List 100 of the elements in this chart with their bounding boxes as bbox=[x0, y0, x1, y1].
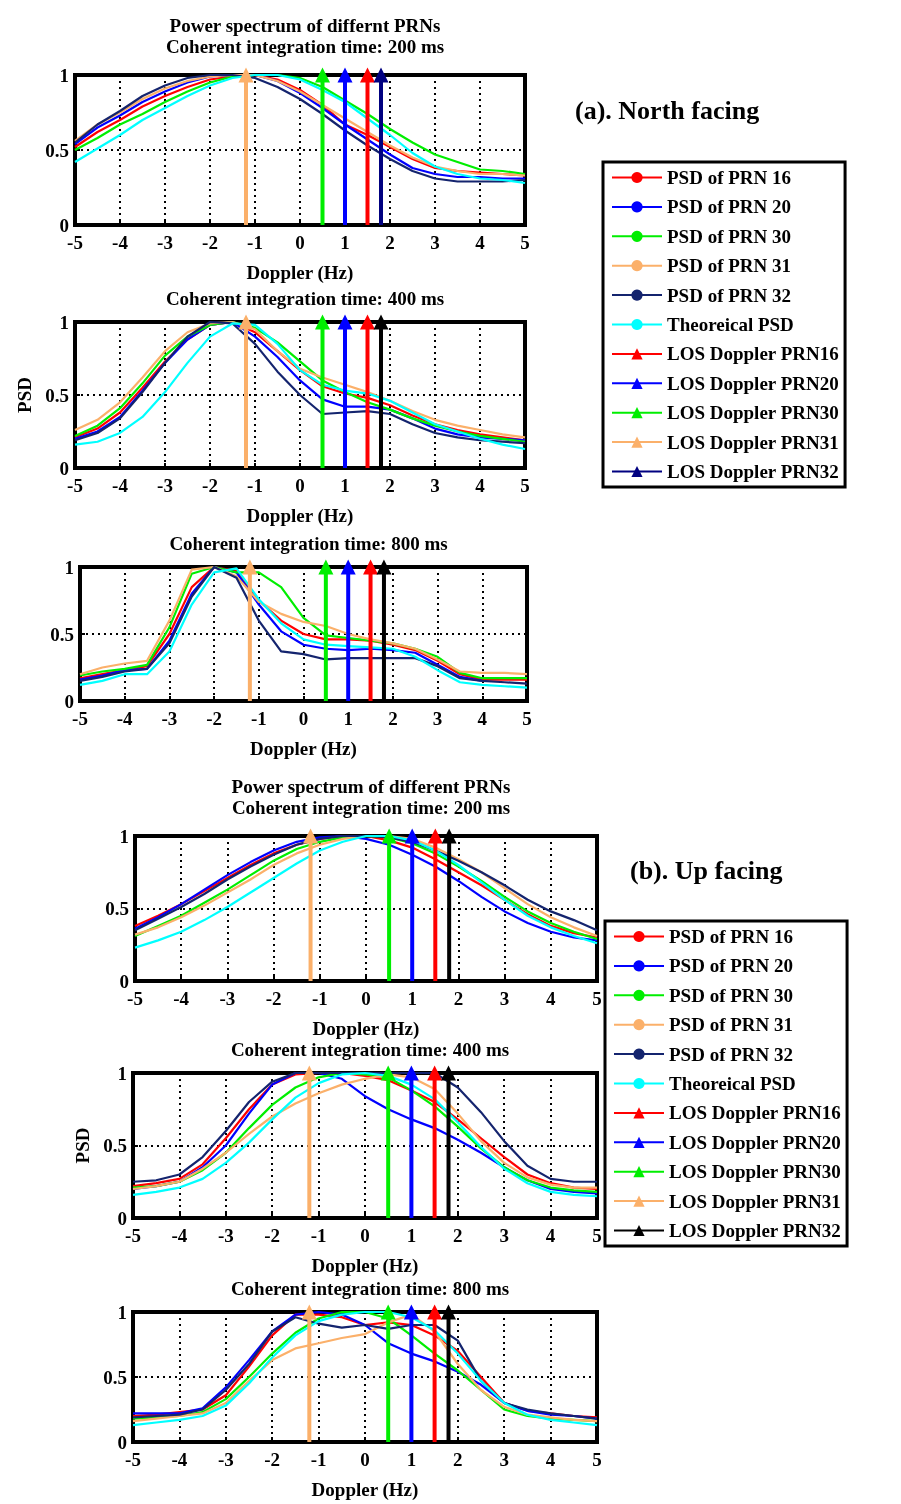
x-tick-label: -2 bbox=[264, 1449, 281, 1470]
chart-subtitle: Coherent integration time: 200 ms bbox=[231, 797, 511, 818]
y-tick-label: 1 bbox=[119, 825, 129, 847]
y-tick-label: 0.5 bbox=[103, 1366, 127, 1388]
y-tick-label: 1 bbox=[64, 556, 74, 578]
legend-label: LOS Doppler PRN16 bbox=[669, 1102, 841, 1124]
x-axis-title: Doppler (Hz) bbox=[312, 1018, 420, 1040]
legend-label: PSD of PRN 20 bbox=[669, 955, 794, 977]
legend-label: LOS Doppler PRN31 bbox=[667, 431, 839, 453]
x-tick-label: 4 bbox=[475, 232, 486, 253]
x-tick-label: -1 bbox=[310, 1449, 327, 1470]
x-tick-label: 3 bbox=[432, 708, 443, 729]
x-tick-label: 4 bbox=[545, 1225, 556, 1246]
x-tick-label: -1 bbox=[247, 232, 263, 253]
y-tick-label: 0.5 bbox=[105, 898, 129, 919]
legend-label: PSD of PRN 31 bbox=[669, 1014, 794, 1036]
chart-title: Power spectrum of differnt PRNs bbox=[169, 15, 441, 36]
legend-label: Theoreical PSD bbox=[667, 314, 794, 335]
x-tick-label: 5 bbox=[592, 988, 602, 1009]
x-axis-title: Doppler (Hz) bbox=[246, 262, 354, 284]
x-tick-label: -2 bbox=[264, 1225, 281, 1246]
x-tick-label: 1 bbox=[407, 988, 417, 1009]
x-tick-label: 0 bbox=[360, 1225, 370, 1246]
chart-subtitle: Coherent integration time: 200 ms bbox=[165, 36, 445, 57]
x-tick-label: 2 bbox=[385, 232, 395, 253]
x-tick-label: 4 bbox=[475, 475, 486, 496]
y-tick-label: 1 bbox=[59, 64, 69, 86]
x-tick-label: 5 bbox=[520, 232, 530, 253]
x-tick-label: 0 bbox=[361, 988, 371, 1009]
legend-label: LOS Doppler PRN31 bbox=[669, 1190, 841, 1212]
x-tick-label: 1 bbox=[406, 1449, 417, 1470]
x-tick-label: -4 bbox=[171, 1225, 188, 1246]
legend-label: LOS Doppler PRN16 bbox=[667, 343, 839, 365]
legend-label: PSD of PRN 31 bbox=[667, 255, 792, 277]
x-tick-label: -1 bbox=[250, 708, 267, 729]
x-tick-label: -4 bbox=[171, 1449, 188, 1470]
legend-label: LOS Doppler PRN32 bbox=[667, 461, 839, 482]
x-tick-label: 1 bbox=[340, 232, 350, 253]
x-tick-label: -4 bbox=[112, 232, 129, 253]
text: (b). Up facing bbox=[630, 855, 783, 885]
x-tick-label: -5 bbox=[72, 708, 88, 729]
legend-label: LOS Doppler PRN20 bbox=[667, 372, 839, 394]
x-tick-label: 0 bbox=[298, 708, 309, 729]
x-tick-label: -3 bbox=[217, 1449, 234, 1470]
y-tick-label: 0.5 bbox=[103, 1135, 127, 1156]
legend-label: PSD of PRN 32 bbox=[667, 284, 792, 306]
x-tick-label: 1 bbox=[343, 708, 353, 729]
x-tick-label: -5 bbox=[67, 475, 83, 496]
x-tick-label: 3 bbox=[499, 1225, 509, 1246]
legend-label: PSD of PRN 30 bbox=[669, 984, 794, 1006]
x-tick-label: -2 bbox=[202, 475, 218, 496]
x-tick-label: 2 bbox=[388, 708, 398, 729]
y-tick-label: 0 bbox=[117, 1431, 127, 1453]
y-tick-label: 0 bbox=[117, 1207, 127, 1229]
x-tick-label: 0 bbox=[295, 232, 305, 253]
x-tick-label: 1 bbox=[340, 475, 350, 496]
x-tick-label: 3 bbox=[499, 988, 510, 1009]
x-tick-label: 2 bbox=[385, 475, 395, 496]
y-axis-title: PSD bbox=[72, 1127, 94, 1164]
legend-label: LOS Doppler PRN20 bbox=[669, 1131, 841, 1153]
x-tick-label: 5 bbox=[520, 475, 530, 496]
legend-label: LOS Doppler PRN30 bbox=[669, 1161, 841, 1183]
x-tick-label: -2 bbox=[265, 988, 282, 1009]
x-tick-label: -2 bbox=[206, 708, 223, 729]
x-tick-label: 4 bbox=[477, 708, 488, 729]
legend-label: LOS Doppler PRN32 bbox=[669, 1220, 841, 1241]
x-tick-label: -5 bbox=[125, 1225, 141, 1246]
x-axis-title: Doppler (Hz) bbox=[250, 738, 357, 760]
chart-title: Coherent integration time: 800 ms bbox=[169, 533, 448, 554]
legend-label: Theoreical PSD bbox=[669, 1073, 796, 1094]
x-tick-label: -3 bbox=[157, 475, 173, 496]
x-tick-label: -5 bbox=[125, 1449, 141, 1470]
legend-label: PSD of PRN 16 bbox=[669, 926, 794, 947]
y-tick-label: 0.5 bbox=[45, 384, 69, 406]
legend-label: LOS Doppler PRN30 bbox=[667, 402, 839, 424]
x-tick-label: -1 bbox=[311, 988, 328, 1009]
chart-title: Coherent integration time: 800 ms bbox=[230, 1278, 510, 1299]
x-tick-label: 2 bbox=[453, 1449, 463, 1470]
x-tick-label: 5 bbox=[592, 1449, 602, 1470]
x-tick-label: 0 bbox=[295, 475, 305, 496]
x-tick-label: 0 bbox=[360, 1449, 370, 1470]
y-tick-label: 1 bbox=[117, 1301, 127, 1323]
x-axis-title: Doppler (Hz) bbox=[311, 1255, 419, 1277]
x-tick-label: 2 bbox=[453, 988, 464, 1009]
x-tick-label: 4 bbox=[546, 988, 557, 1009]
x-tick-label: 3 bbox=[499, 1449, 509, 1470]
y-tick-label: 1 bbox=[117, 1062, 127, 1084]
y-axis-title: PSD bbox=[14, 377, 36, 413]
y-tick-label: 0 bbox=[59, 214, 69, 236]
y-tick-label: 1 bbox=[59, 311, 69, 333]
x-tick-label: 5 bbox=[592, 1225, 602, 1246]
x-tick-label: -4 bbox=[173, 988, 190, 1009]
x-axis-title: Doppler (Hz) bbox=[246, 505, 354, 527]
x-tick-label: -2 bbox=[202, 232, 218, 253]
x-tick-label: -4 bbox=[116, 708, 134, 729]
x-axis-title: Doppler (Hz) bbox=[311, 1479, 419, 1501]
legend-label: PSD of PRN 32 bbox=[669, 1043, 794, 1065]
x-tick-label: 3 bbox=[430, 475, 440, 496]
x-tick-label: -5 bbox=[67, 232, 83, 253]
x-tick-label: -3 bbox=[157, 232, 173, 253]
